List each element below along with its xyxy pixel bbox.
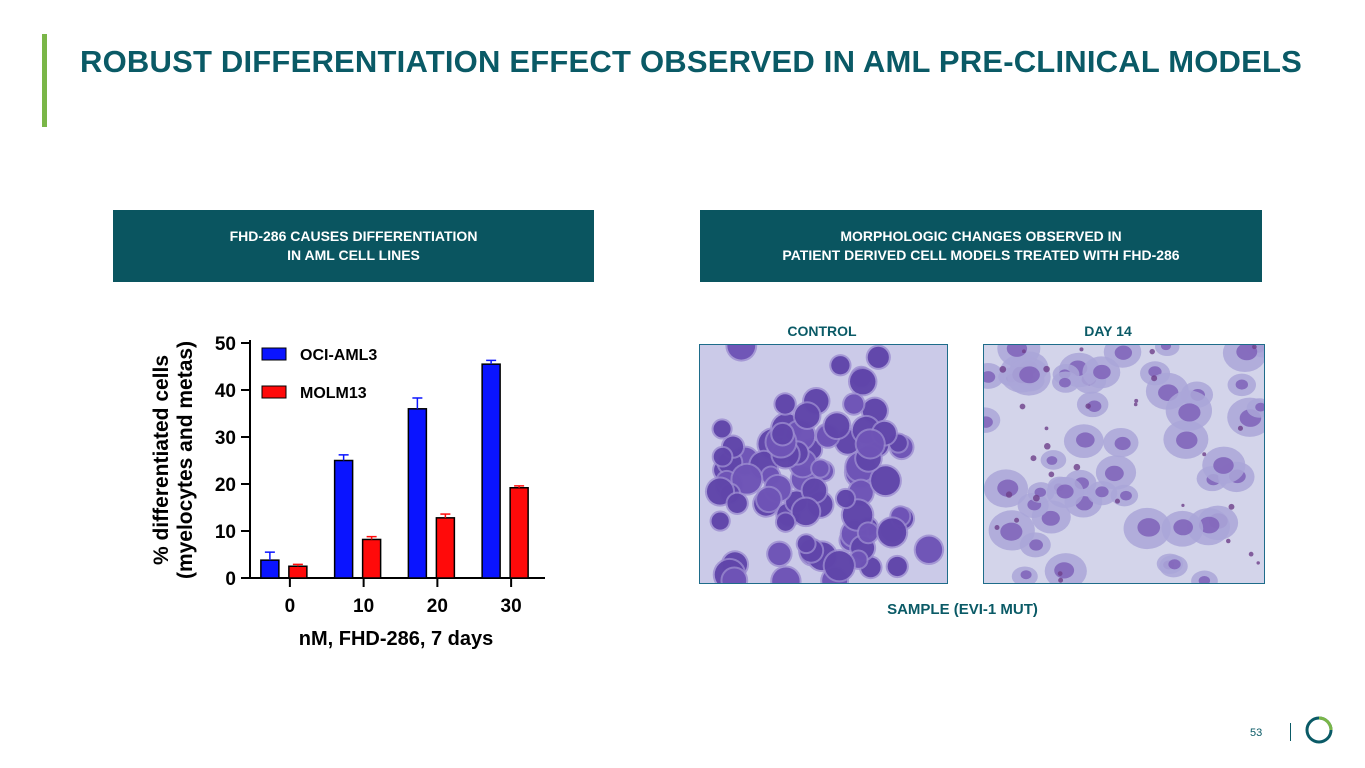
right-banner-line-1: MORPHOLOGIC CHANGES OBSERVED IN — [840, 228, 1122, 244]
x-tick-label: 20 — [427, 596, 448, 617]
legend-swatch-oci-aml3 — [261, 347, 287, 361]
left-panel-banner: FHD-286 CAUSES DIFFERENTIATION IN AML CE… — [113, 210, 594, 282]
chart-x-axis-label: nM, FHD-286, 7 days — [299, 628, 494, 650]
differentiation-bar-chart: % differentiated cells (myelocytes and m… — [150, 334, 545, 650]
y-tick-label: 30 — [215, 428, 236, 449]
sample-caption: SAMPLE (EVI-1 MUT) — [887, 601, 1038, 618]
legend-swatch-molm13 — [261, 385, 287, 399]
y-tick-label: 10 — [215, 522, 236, 543]
bar-molm13-10 — [361, 538, 382, 579]
bar-molm13-30 — [509, 487, 529, 579]
day14-image-label: DAY 14 — [1084, 323, 1132, 339]
y-tick-label: 0 — [225, 569, 236, 590]
footer-divider — [1290, 723, 1291, 741]
slide-title: ROBUST DIFFERENTIATION EFFECT OBSERVED I… — [80, 44, 1303, 79]
page-number: 53 — [1250, 727, 1263, 739]
left-banner-line-2: IN AML CELL LINES — [287, 247, 420, 263]
bar-oci-aml3-30 — [481, 363, 501, 579]
control-image-label: CONTROL — [787, 323, 857, 339]
title-accent-bar — [42, 34, 47, 127]
bar-oci-aml3-0 — [260, 559, 280, 579]
y-tick-label: 20 — [215, 475, 236, 496]
day14-micrograph — [983, 344, 1265, 584]
left-banner-line-1: FHD-286 CAUSES DIFFERENTIATION — [229, 228, 478, 244]
bar-oci-aml3-10 — [333, 459, 354, 579]
bar-molm13-20 — [435, 517, 456, 579]
chart-y-axis-label-line-1: % differentiated cells — [150, 355, 173, 565]
chart-y-axis-label-line-2: (myelocytes and metas) — [174, 341, 197, 579]
right-panel-banner: MORPHOLOGIC CHANGES OBSERVED IN PATIENT … — [700, 210, 1262, 282]
y-tick-label: 50 — [215, 334, 236, 355]
control-micrograph — [699, 344, 948, 584]
right-banner-line-2: PATIENT DERIVED CELL MODELS TREATED WITH… — [782, 247, 1180, 263]
legend-label-oci-aml3: OCI-AML3 — [300, 347, 377, 364]
x-tick-label: 0 — [285, 596, 296, 617]
x-tick-label: 10 — [353, 596, 374, 617]
legend-label-molm13: MOLM13 — [300, 385, 367, 402]
bar-molm13-0 — [288, 565, 308, 579]
x-tick-label: 30 — [501, 596, 522, 617]
y-tick-label: 40 — [215, 381, 236, 402]
bar-oci-aml3-20 — [407, 408, 428, 579]
circular-ring-logo-icon — [1305, 716, 1333, 744]
